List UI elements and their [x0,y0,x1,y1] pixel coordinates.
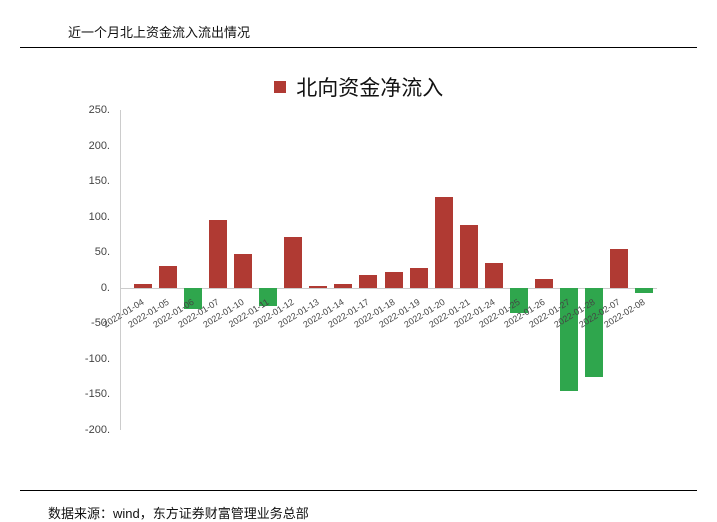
chart-header: 近一个月北上资金流入流出情况 [20,0,697,48]
data-source: 数据来源：wind，东方证券财富管理业务总部 [48,506,309,521]
bar [359,275,377,288]
y-tick-label: -150. [70,388,110,400]
bar [610,249,628,288]
legend-label: 北向资金净流入 [296,72,443,102]
bar [209,220,227,288]
bar [309,286,327,288]
bar [159,266,177,287]
chart-plot-area: -200.-150.-100.-50.0.50.100.150.200.250.… [120,110,657,430]
bar [234,254,252,288]
y-tick-label: 250. [70,104,110,116]
bar [435,197,453,287]
bar [410,268,428,288]
bar [385,272,403,288]
y-tick-label: 50. [70,246,110,258]
bar [535,279,553,288]
y-tick-label: -200. [70,424,110,436]
bar [485,263,503,288]
y-tick-label: 100. [70,211,110,223]
legend-swatch [274,81,286,93]
y-tick-label: -100. [70,353,110,365]
y-tick-label: 200. [70,140,110,152]
bar [134,284,152,288]
bar [635,288,653,294]
y-tick-label: 150. [70,175,110,187]
chart-container: 北向资金净流入 -200.-150.-100.-50.0.50.100.150.… [20,48,697,430]
chart-footer: 数据来源：wind，东方证券财富管理业务总部 [0,491,717,522]
bar [334,284,352,288]
y-axis-line [120,110,121,430]
y-tick-label: 0. [70,282,110,294]
chart-legend: 北向资金净流入 [20,58,697,110]
bar [284,237,302,288]
chart-title: 近一个月北上资金流入流出情况 [68,25,250,40]
bar [460,225,478,288]
